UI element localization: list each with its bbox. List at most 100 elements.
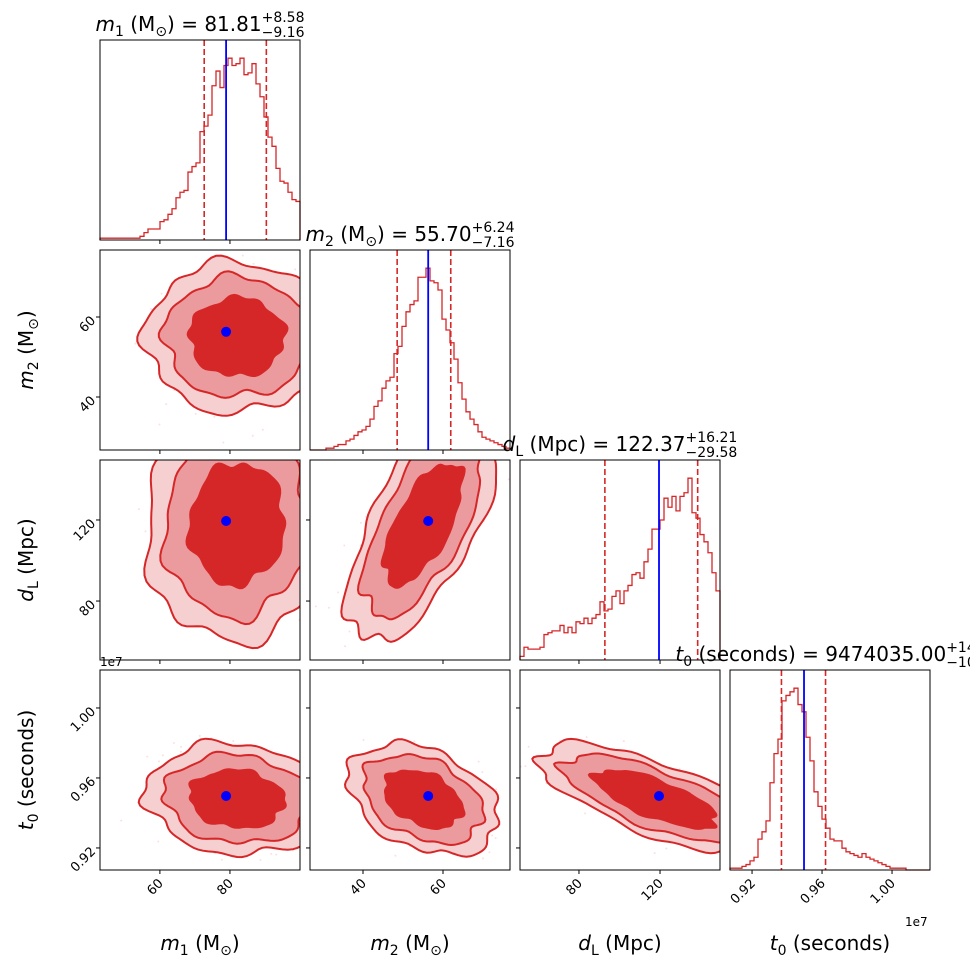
scatter-point bbox=[270, 852, 273, 855]
scatter-point bbox=[516, 732, 518, 734]
scatter-point bbox=[160, 292, 163, 295]
scatter-point bbox=[524, 765, 527, 768]
scatter-point bbox=[585, 736, 588, 739]
scatter-point bbox=[327, 606, 330, 609]
scatter-point bbox=[343, 534, 345, 536]
x-tick-label: 80 bbox=[214, 876, 236, 898]
y-tick-label: 0.96 bbox=[68, 774, 99, 805]
label-segment: m bbox=[370, 931, 389, 955]
scatter-point bbox=[307, 792, 309, 794]
scatter-point bbox=[653, 852, 656, 855]
title-t0: t0 (seconds) = 9474035.00+146−106 bbox=[675, 640, 970, 671]
x-tick-label: 40 bbox=[348, 876, 370, 898]
label-segment: L bbox=[515, 444, 523, 460]
label-segment: m bbox=[14, 370, 38, 389]
scatter-point bbox=[723, 846, 725, 848]
x-tick-label: 0.96 bbox=[798, 876, 829, 907]
scatter-point bbox=[727, 850, 729, 852]
scatter-point bbox=[303, 421, 305, 423]
scatter-point bbox=[304, 299, 306, 301]
label-segment: ) bbox=[14, 310, 38, 318]
scatter-point bbox=[175, 438, 177, 440]
y-axis-label-t0: t0 (seconds) bbox=[14, 710, 42, 830]
scatter-point bbox=[359, 521, 362, 524]
truth-point bbox=[654, 790, 665, 801]
title-value: = 55.70 bbox=[385, 222, 472, 246]
panel-frame bbox=[99, 39, 301, 241]
scatter-point bbox=[303, 276, 305, 278]
title-plus-error: +8.58 bbox=[262, 10, 305, 26]
contour-level-1 bbox=[185, 462, 287, 590]
label-segment: L bbox=[591, 943, 599, 959]
scatter-point bbox=[302, 370, 304, 372]
title-value: = 81.81 bbox=[175, 12, 262, 36]
truth-point bbox=[221, 515, 232, 526]
label-segment: (Mpc) bbox=[523, 432, 586, 456]
scatter-point bbox=[134, 342, 137, 345]
scatter-point bbox=[283, 433, 285, 435]
panel-frame bbox=[729, 669, 931, 871]
scatter-point bbox=[417, 456, 419, 458]
scatter-point bbox=[343, 544, 346, 547]
scatter-point bbox=[251, 434, 254, 437]
label-segment: m bbox=[95, 12, 114, 36]
scatter-point bbox=[120, 819, 123, 822]
scatter-point bbox=[259, 858, 262, 861]
label-segment: 2 bbox=[390, 943, 399, 959]
scatter-point bbox=[222, 441, 225, 444]
scatter-point bbox=[337, 591, 340, 594]
scatter-point bbox=[331, 841, 333, 843]
scatter-point bbox=[520, 811, 522, 813]
scatter-point bbox=[194, 412, 197, 415]
scatter-point bbox=[303, 304, 305, 306]
scatter-point bbox=[724, 789, 726, 791]
label-segment: t bbox=[14, 821, 38, 830]
scatter-point bbox=[512, 736, 514, 738]
panel-frame bbox=[99, 669, 301, 871]
contour-level-1 bbox=[380, 463, 466, 589]
panel-frame bbox=[309, 459, 511, 661]
histogram-m2 bbox=[310, 267, 511, 451]
x-tick-label: 80 bbox=[563, 876, 585, 898]
label-segment: d bbox=[503, 432, 516, 456]
label-segment: 0 bbox=[683, 654, 692, 670]
x-axis-label-m2: m2 (M⊙) bbox=[370, 931, 449, 959]
scatter-point bbox=[252, 262, 255, 265]
scatter-point bbox=[198, 734, 201, 737]
y-offset-label: 1e7 bbox=[100, 655, 123, 669]
title-plus-error: +6.24 bbox=[472, 220, 515, 236]
panel-background bbox=[310, 250, 510, 450]
scatter-point bbox=[485, 456, 487, 458]
scatter-point bbox=[332, 812, 334, 814]
x-axis-label-t0: t0 (seconds) bbox=[770, 931, 890, 959]
label-segment: (Mpc) bbox=[14, 518, 38, 581]
contour-panel-m1-m2 bbox=[99, 249, 306, 451]
label-segment: d bbox=[14, 589, 38, 602]
scatter-point bbox=[165, 403, 168, 406]
title-minus-error: −7.16 bbox=[472, 235, 515, 251]
y-axis-label-dL: dL (Mpc) bbox=[14, 518, 42, 601]
scatter-point bbox=[158, 423, 161, 426]
label-segment: ⊙ bbox=[26, 318, 42, 330]
scatter-point bbox=[477, 760, 480, 763]
scatter-point bbox=[241, 254, 244, 257]
scatter-point bbox=[494, 837, 497, 840]
histogram-panel-t0: t0 (seconds) = 9474035.00+146−106 bbox=[675, 640, 970, 871]
scatter-point bbox=[137, 508, 140, 511]
scatter-point bbox=[488, 851, 491, 854]
scatter-point bbox=[302, 822, 304, 824]
scatter-point bbox=[294, 268, 297, 271]
label-segment: 1 bbox=[180, 943, 189, 959]
label-segment: 0 bbox=[778, 943, 787, 959]
scatter-point bbox=[665, 847, 668, 850]
label-segment: (seconds) bbox=[692, 642, 796, 666]
contour-panel-m1-t0 bbox=[99, 669, 334, 871]
scatter-point bbox=[305, 829, 307, 831]
truth-point bbox=[423, 790, 434, 801]
label-segment: ⊙ bbox=[155, 24, 167, 40]
contour-panel-m2-dL bbox=[309, 456, 511, 661]
x-tick-label: 60 bbox=[428, 876, 450, 898]
label-segment: L bbox=[26, 581, 42, 589]
scatter-point bbox=[323, 760, 325, 762]
x-tick-label: 0.92 bbox=[728, 876, 759, 907]
